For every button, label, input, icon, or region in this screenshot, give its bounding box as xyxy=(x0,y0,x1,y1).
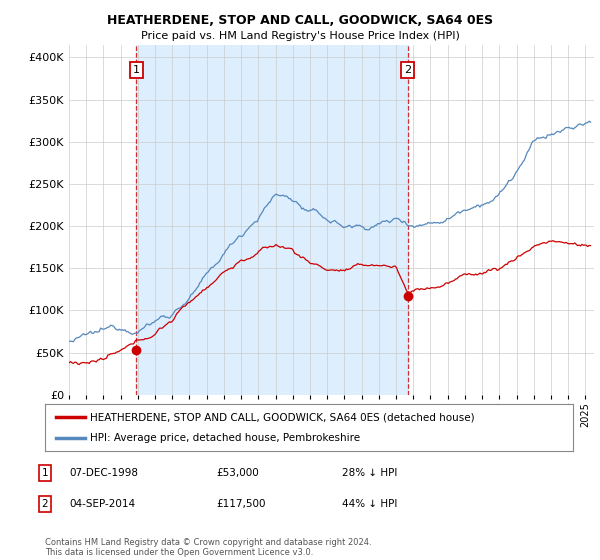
Text: 1: 1 xyxy=(41,468,49,478)
Text: HPI: Average price, detached house, Pembrokeshire: HPI: Average price, detached house, Pemb… xyxy=(90,433,360,443)
Text: 2: 2 xyxy=(404,65,411,75)
Text: Price paid vs. HM Land Registry's House Price Index (HPI): Price paid vs. HM Land Registry's House … xyxy=(140,31,460,41)
Text: 44% ↓ HPI: 44% ↓ HPI xyxy=(342,499,397,509)
Text: 2: 2 xyxy=(41,499,49,509)
Text: 07-DEC-1998: 07-DEC-1998 xyxy=(69,468,138,478)
Text: £53,000: £53,000 xyxy=(216,468,259,478)
Text: HEATHERDENE, STOP AND CALL, GOODWICK, SA64 0ES: HEATHERDENE, STOP AND CALL, GOODWICK, SA… xyxy=(107,14,493,27)
Text: 04-SEP-2014: 04-SEP-2014 xyxy=(69,499,135,509)
Text: HEATHERDENE, STOP AND CALL, GOODWICK, SA64 0ES (detached house): HEATHERDENE, STOP AND CALL, GOODWICK, SA… xyxy=(90,412,475,422)
Text: £117,500: £117,500 xyxy=(216,499,265,509)
Text: 1: 1 xyxy=(133,65,140,75)
Text: Contains HM Land Registry data © Crown copyright and database right 2024.
This d: Contains HM Land Registry data © Crown c… xyxy=(45,538,371,557)
Text: 28% ↓ HPI: 28% ↓ HPI xyxy=(342,468,397,478)
Bar xyxy=(136,45,407,395)
